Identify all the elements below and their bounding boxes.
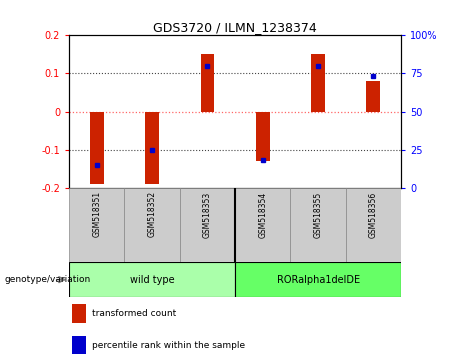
Bar xyxy=(256,112,270,161)
Text: GSM518354: GSM518354 xyxy=(258,191,267,238)
Text: GSM518351: GSM518351 xyxy=(92,191,101,238)
Bar xyxy=(201,55,214,112)
Bar xyxy=(346,188,401,262)
Text: GSM518352: GSM518352 xyxy=(148,191,157,238)
Text: wild type: wild type xyxy=(130,275,174,285)
Text: GSM518353: GSM518353 xyxy=(203,191,212,238)
Bar xyxy=(311,55,325,112)
Text: RORalpha1delDE: RORalpha1delDE xyxy=(277,275,360,285)
Bar xyxy=(290,188,346,262)
Text: GSM518355: GSM518355 xyxy=(313,191,323,238)
Bar xyxy=(69,262,235,297)
Bar xyxy=(235,262,401,297)
Text: percentile rank within the sample: percentile rank within the sample xyxy=(92,341,246,350)
Bar xyxy=(366,81,380,112)
Bar xyxy=(72,304,86,323)
Bar xyxy=(235,188,290,262)
Bar xyxy=(72,336,86,354)
Bar xyxy=(180,188,235,262)
Title: GDS3720 / ILMN_1238374: GDS3720 / ILMN_1238374 xyxy=(153,21,317,34)
Text: GSM518356: GSM518356 xyxy=(369,191,378,238)
Bar xyxy=(90,112,104,184)
Text: genotype/variation: genotype/variation xyxy=(5,275,91,284)
Bar xyxy=(124,188,180,262)
Text: transformed count: transformed count xyxy=(92,309,177,318)
Bar xyxy=(69,188,124,262)
Bar xyxy=(145,112,159,184)
